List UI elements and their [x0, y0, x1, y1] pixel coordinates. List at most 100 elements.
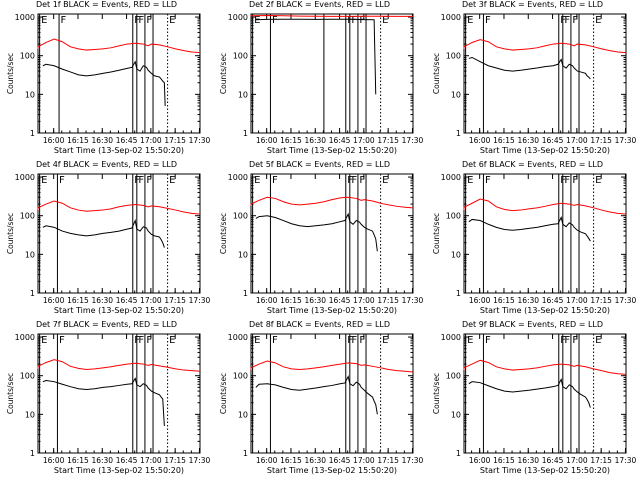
- series-line-lld: [37, 200, 201, 215]
- x-tick-label: 16:00: [43, 136, 65, 145]
- time-marker-label: E: [467, 15, 473, 26]
- x-axis-title: Start Time (13-Sep-02 15:50:20): [267, 146, 397, 155]
- x-tick-label: 17:15: [164, 456, 186, 465]
- x-tick-label: 17:15: [590, 296, 612, 305]
- detector-panel-5f: Det 5f BLACK = Events, RED = LLD 1 10 100 1…: [213, 160, 426, 320]
- y-axis-title: Counts/sec: [219, 373, 228, 414]
- x-tick-label: 16:30: [91, 456, 113, 465]
- x-tick-label: 17:15: [377, 456, 399, 465]
- y-tick-label: 1000: [441, 173, 461, 182]
- x-axis-title: Start Time (13-Sep-02 15:50:20): [480, 146, 610, 155]
- x-tick-label: 16:15: [67, 136, 89, 145]
- time-marker-label: F: [272, 175, 278, 186]
- y-tick-label: 1000: [228, 13, 248, 22]
- detector-panel-4f: Det 4f BLACK = Events, RED = LLD 1 10 100 1…: [0, 160, 213, 320]
- x-axis-title: Start Time (13-Sep-02 15:50:20): [54, 306, 184, 315]
- x-tick-label: 16:45: [542, 296, 564, 305]
- y-tick-label: 1: [456, 129, 461, 138]
- x-tick-label: 16:30: [304, 456, 326, 465]
- panel-title: Det 2f BLACK = Events, RED = LLD: [248, 0, 391, 9]
- x-tick-label: 16:45: [116, 456, 138, 465]
- series-line-events: [42, 377, 165, 427]
- x-tick-label: 17:30: [402, 136, 424, 145]
- detector-panel-7f: Det 7f BLACK = Events, RED = LLD 1 10 100 1…: [0, 320, 213, 480]
- time-marker-label: F: [359, 175, 365, 186]
- light-curve-chart: 1 10 100 1000 16:00 16:15 16:30 16:45 17:00 17:15…: [219, 13, 424, 155]
- series-line-events: [255, 212, 378, 252]
- x-axis-title: Start Time (13-Sep-02 15:50:20): [480, 466, 610, 475]
- y-tick-label: 10: [451, 90, 461, 99]
- time-marker-label: E: [254, 175, 260, 186]
- time-marker-label: F: [485, 335, 491, 346]
- x-tick-label: 16:00: [256, 456, 278, 465]
- series-line-lld: [463, 359, 627, 375]
- x-tick-label: 17:30: [615, 296, 637, 305]
- x-tick-label: 17:00: [566, 456, 588, 465]
- y-tick-label: 1: [30, 129, 35, 138]
- y-tick-label: 1: [243, 449, 248, 458]
- x-tick-label: 17:30: [189, 136, 211, 145]
- light-curve-chart: 1 10 100 1000 16:00 16:15 16:30 16:45 17:00 17:15…: [6, 173, 211, 315]
- y-tick-label: 100: [446, 372, 461, 381]
- time-marker-label: E: [595, 175, 601, 186]
- time-marker-label: F: [572, 335, 578, 346]
- time-marker-label: F: [564, 15, 570, 26]
- y-tick-label: 10: [451, 410, 461, 419]
- plot-frame: [37, 333, 201, 454]
- x-tick-label: 17:15: [377, 296, 399, 305]
- time-marker-label: E: [382, 175, 388, 186]
- y-tick-label: 1000: [441, 13, 461, 22]
- time-marker-label: F: [146, 175, 152, 186]
- panel-title: Det 9f BLACK = Events, RED = LLD: [461, 320, 604, 329]
- y-tick-label: 10: [451, 250, 461, 259]
- x-tick-label: 17:15: [164, 296, 186, 305]
- panel-title: Det 1f BLACK = Events, RED = LLD: [35, 0, 178, 9]
- y-tick-label: 10: [238, 410, 248, 419]
- series-line-events: [255, 375, 378, 415]
- light-curve-chart: 1 10 100 1000 16:00 16:15 16:30 16:45 17:00 17:15…: [432, 13, 636, 155]
- time-marker-label: E: [41, 15, 47, 26]
- light-curve-chart: 1 10 100 1000 16:00 16:15 16:30 16:45 17:00 17:15…: [432, 333, 636, 475]
- y-tick-label: 1000: [441, 333, 461, 342]
- y-tick-label: 1: [456, 449, 461, 458]
- plot-frame: [250, 13, 414, 134]
- series-line-lld: [250, 360, 414, 373]
- x-tick-label: 17:00: [566, 296, 588, 305]
- x-axis-title: Start Time (13-Sep-02 15:50:20): [54, 466, 184, 475]
- x-tick-label: 16:15: [493, 136, 515, 145]
- y-tick-label: 100: [446, 212, 461, 221]
- x-tick-label: 16:30: [304, 296, 326, 305]
- y-tick-label: 1000: [228, 173, 248, 182]
- time-marker-label: E: [254, 335, 260, 346]
- x-tick-label: 16:45: [542, 456, 564, 465]
- y-tick-label: 10: [238, 250, 248, 259]
- series-line-lld: [463, 198, 627, 215]
- y-tick-label: 1: [30, 449, 35, 458]
- y-axis-title: Counts/sec: [432, 373, 441, 414]
- time-marker-label: F: [146, 15, 152, 26]
- y-tick-label: 100: [446, 52, 461, 61]
- y-tick-label: 100: [233, 52, 248, 61]
- x-tick-label: 16:30: [517, 296, 539, 305]
- x-tick-label: 16:00: [256, 136, 278, 145]
- series-line-lld: [463, 39, 627, 54]
- series-line-events: [255, 18, 377, 95]
- x-tick-label: 17:00: [566, 136, 588, 145]
- series-line-lld: [37, 38, 201, 54]
- x-tick-label: 16:00: [469, 296, 491, 305]
- y-axis-title: Counts/sec: [6, 373, 15, 414]
- panel-title: Det 6f BLACK = Events, RED = LLD: [461, 160, 604, 169]
- series-line-events: [468, 216, 591, 242]
- x-tick-label: 16:45: [542, 136, 564, 145]
- series-line-lld: [37, 359, 201, 372]
- time-marker-label: E: [595, 15, 601, 26]
- panel-title: Det 5f BLACK = Events, RED = LLD: [248, 160, 391, 169]
- light-curve-chart: 1 10 100 1000 16:00 16:15 16:30 16:45 17:00 17:15…: [6, 333, 210, 475]
- detector-panel-6f: Det 6f BLACK = Events, RED = LLD 1 10 100 1…: [426, 160, 639, 320]
- time-marker-label: F: [359, 15, 365, 26]
- time-marker-label: E: [169, 175, 175, 186]
- x-tick-label: 16:45: [329, 456, 351, 465]
- x-tick-label: 16:15: [493, 296, 515, 305]
- time-marker-label: E: [382, 335, 388, 346]
- x-tick-label: 17:30: [189, 296, 211, 305]
